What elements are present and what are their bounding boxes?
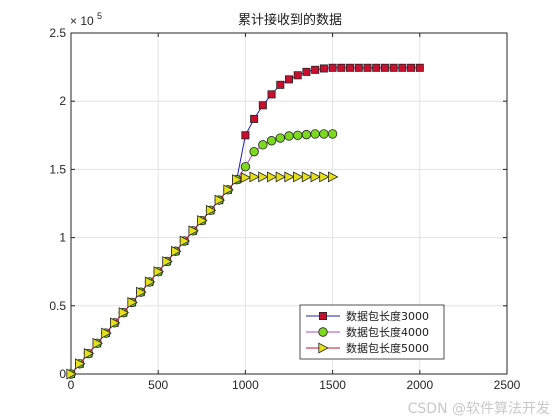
series-3 (66, 171, 339, 380)
legend-marker (318, 311, 327, 320)
data-point (92, 337, 104, 349)
data-point (266, 171, 278, 183)
legend-label: 数据包长度3000 (346, 309, 429, 323)
data-point (258, 140, 268, 150)
data-point (389, 63, 398, 72)
data-point (372, 63, 381, 72)
data-point (241, 131, 250, 140)
data-point (118, 307, 130, 319)
watermark: CSDN @软件算法开发 (407, 401, 550, 417)
data-point (240, 161, 251, 172)
data-point (223, 184, 234, 196)
data-point (266, 136, 277, 146)
x-tick-label: 1500 (319, 378, 346, 392)
data-point (293, 71, 302, 80)
data-point (301, 171, 313, 183)
data-point (407, 63, 416, 72)
data-point (284, 131, 294, 141)
y-tick-label: 2.5 (49, 26, 66, 40)
data-point (179, 235, 191, 247)
axes: 0 500 1000 1500 2000 2500 0 0.5 1 1.5 2 2.5 (49, 26, 520, 392)
data-point (319, 129, 329, 139)
data-point (83, 348, 95, 359)
data-point (240, 172, 252, 184)
data-point (66, 368, 77, 380)
data-point (249, 171, 260, 183)
data-point (136, 286, 147, 298)
y-axis-exponent-label: × 10 5 (70, 11, 102, 28)
legend: 数据包长度3000 数据包长度4000 数据包长度5000 (299, 304, 445, 360)
data-point (301, 129, 312, 140)
data-point (267, 90, 276, 99)
gridlines (70, 32, 508, 375)
data-point (327, 129, 338, 139)
data-point (319, 171, 330, 183)
svg-text:× 10 5: × 10 5 (70, 11, 102, 28)
legend-marker (318, 342, 329, 354)
y-axis-exponent-power: 5 (97, 11, 102, 21)
data-point (205, 204, 217, 216)
data-point (214, 194, 226, 206)
data-point (328, 63, 337, 72)
data-point (127, 296, 138, 308)
y-tick-label: 1.5 (49, 162, 66, 176)
data-point (284, 171, 295, 183)
data-point (144, 276, 156, 288)
x-tick-label: 500 (148, 378, 168, 392)
data-point (337, 63, 346, 72)
data-point (250, 114, 259, 123)
data-point (153, 266, 165, 278)
data-point (302, 67, 311, 76)
data-point (258, 171, 269, 183)
data-point (110, 317, 121, 329)
data-point (311, 65, 320, 74)
data-point (354, 63, 363, 72)
data-point (293, 171, 304, 183)
legend-marker (318, 327, 328, 337)
data-point (380, 63, 389, 72)
data-point (346, 63, 355, 72)
data-point (258, 101, 267, 110)
data-point (249, 146, 259, 157)
data-point (232, 174, 243, 186)
data-point (188, 225, 199, 237)
y-tick-label: 1 (59, 231, 66, 245)
x-tick-label: 2000 (406, 378, 433, 392)
data-point (162, 256, 173, 267)
axes-box (70, 32, 508, 375)
data-point (101, 327, 112, 339)
legend-label: 数据包长度5000 (346, 341, 429, 355)
data-point (327, 171, 339, 183)
data-point (275, 171, 287, 183)
data-point (293, 130, 303, 141)
x-tick-label: 0 (68, 378, 75, 392)
data-point (319, 64, 328, 73)
y-axis-exponent-base: × 10 (70, 14, 94, 28)
chart-title: 累计接收到的数据 (238, 12, 342, 28)
data-point (197, 215, 208, 227)
x-tick-label: 1000 (232, 378, 259, 392)
y-tick-label: 0 (59, 367, 66, 381)
data-point (363, 63, 372, 72)
data-point (276, 80, 285, 89)
y-tick-label: 0.5 (49, 299, 66, 313)
data-point (415, 63, 424, 72)
x-tick-label: 2500 (494, 378, 521, 392)
data-point (284, 75, 293, 84)
legend-label: 数据包长度4000 (346, 325, 429, 339)
data-point (275, 133, 285, 143)
y-tick-label: 2 (59, 94, 66, 108)
series-layer (66, 63, 424, 380)
data-point (398, 63, 407, 72)
data-point (75, 358, 86, 370)
data-point (310, 171, 322, 183)
data-point (171, 245, 182, 257)
data-point (310, 129, 320, 139)
